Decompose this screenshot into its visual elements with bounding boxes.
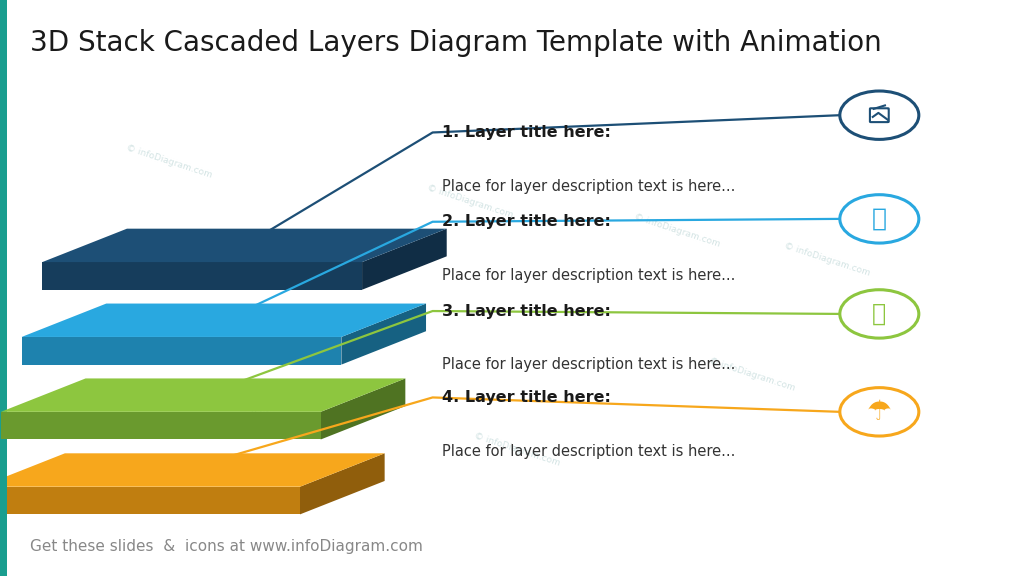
- Polygon shape: [42, 262, 362, 290]
- Text: 3D Stack Cascaded Layers Diagram Template with Animation: 3D Stack Cascaded Layers Diagram Templat…: [30, 29, 882, 57]
- Text: Get these slides  &  icons at www.infoDiagram.com: Get these slides & icons at www.infoDiag…: [30, 539, 423, 554]
- Text: 1. Layer title here:: 1. Layer title here:: [442, 125, 611, 140]
- Text: © infoDiagram.com: © infoDiagram.com: [633, 212, 721, 249]
- Polygon shape: [321, 378, 406, 439]
- Polygon shape: [22, 337, 341, 365]
- Text: Place for layer description text is here...: Place for layer description text is here…: [442, 357, 735, 372]
- Text: © infoDiagram.com: © infoDiagram.com: [473, 431, 561, 468]
- Text: © infoDiagram.com: © infoDiagram.com: [709, 356, 797, 393]
- Text: 3. Layer title here:: 3. Layer title here:: [442, 304, 611, 319]
- Circle shape: [840, 195, 919, 243]
- Text: 4. Layer title here:: 4. Layer title here:: [442, 390, 611, 405]
- Text: ✋: ✋: [871, 207, 887, 231]
- Text: © infoDiagram.com: © infoDiagram.com: [191, 385, 280, 422]
- Text: © infoDiagram.com: © infoDiagram.com: [426, 183, 514, 220]
- Circle shape: [840, 91, 919, 139]
- Polygon shape: [341, 304, 426, 365]
- Text: ☂: ☂: [867, 398, 892, 426]
- Polygon shape: [362, 229, 446, 290]
- Polygon shape: [0, 453, 385, 487]
- Text: © infoDiagram.com: © infoDiagram.com: [783, 241, 871, 278]
- Text: Place for layer description text is here...: Place for layer description text is here…: [442, 179, 735, 194]
- Circle shape: [840, 290, 919, 338]
- Polygon shape: [42, 229, 446, 262]
- Text: Place for layer description text is here...: Place for layer description text is here…: [442, 268, 735, 283]
- Circle shape: [840, 388, 919, 436]
- Polygon shape: [300, 453, 385, 514]
- Polygon shape: [1, 378, 406, 412]
- Polygon shape: [1, 412, 321, 439]
- Polygon shape: [22, 304, 426, 337]
- Polygon shape: [0, 487, 300, 514]
- Text: 2. Layer title here:: 2. Layer title here:: [442, 214, 611, 229]
- Bar: [0, 0, 6, 576]
- Text: © infoDiagram.com: © infoDiagram.com: [125, 143, 213, 180]
- Text: 🗺: 🗺: [872, 302, 887, 326]
- Text: Place for layer description text is here...: Place for layer description text is here…: [442, 444, 735, 458]
